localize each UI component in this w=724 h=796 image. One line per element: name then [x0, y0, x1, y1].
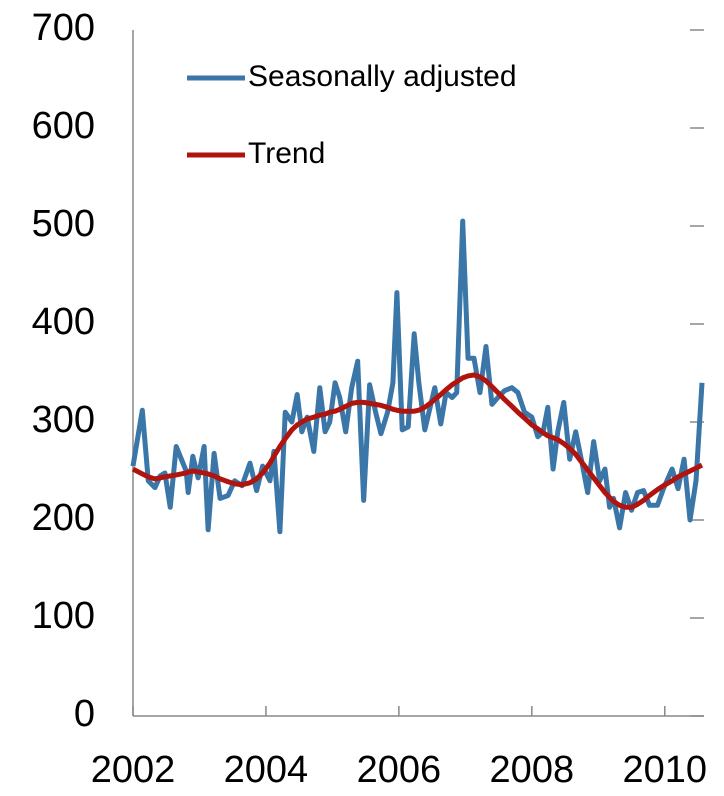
x-tick-label: 2002: [91, 749, 176, 791]
legend-label: Trend: [248, 137, 325, 170]
data-line: [130, 218, 705, 535]
y-tick-label: 200: [32, 497, 95, 539]
data-line: [131, 372, 704, 510]
x-tick-label: 2010: [623, 749, 708, 791]
y-tick-label: 0: [74, 693, 95, 735]
y-tick-label: 600: [32, 105, 95, 147]
y-tick-label: 300: [32, 399, 95, 441]
y-tick-label: 400: [32, 301, 95, 343]
x-tick-label: 2006: [357, 749, 442, 791]
y-tick-label: 500: [32, 203, 95, 245]
x-tick-label: 2008: [490, 749, 575, 791]
legend-label: Seasonally adjusted: [248, 60, 517, 93]
y-tick-label: 100: [32, 595, 95, 637]
x-tick-label: 2004: [224, 749, 309, 791]
y-tick-label: 700: [32, 7, 95, 49]
